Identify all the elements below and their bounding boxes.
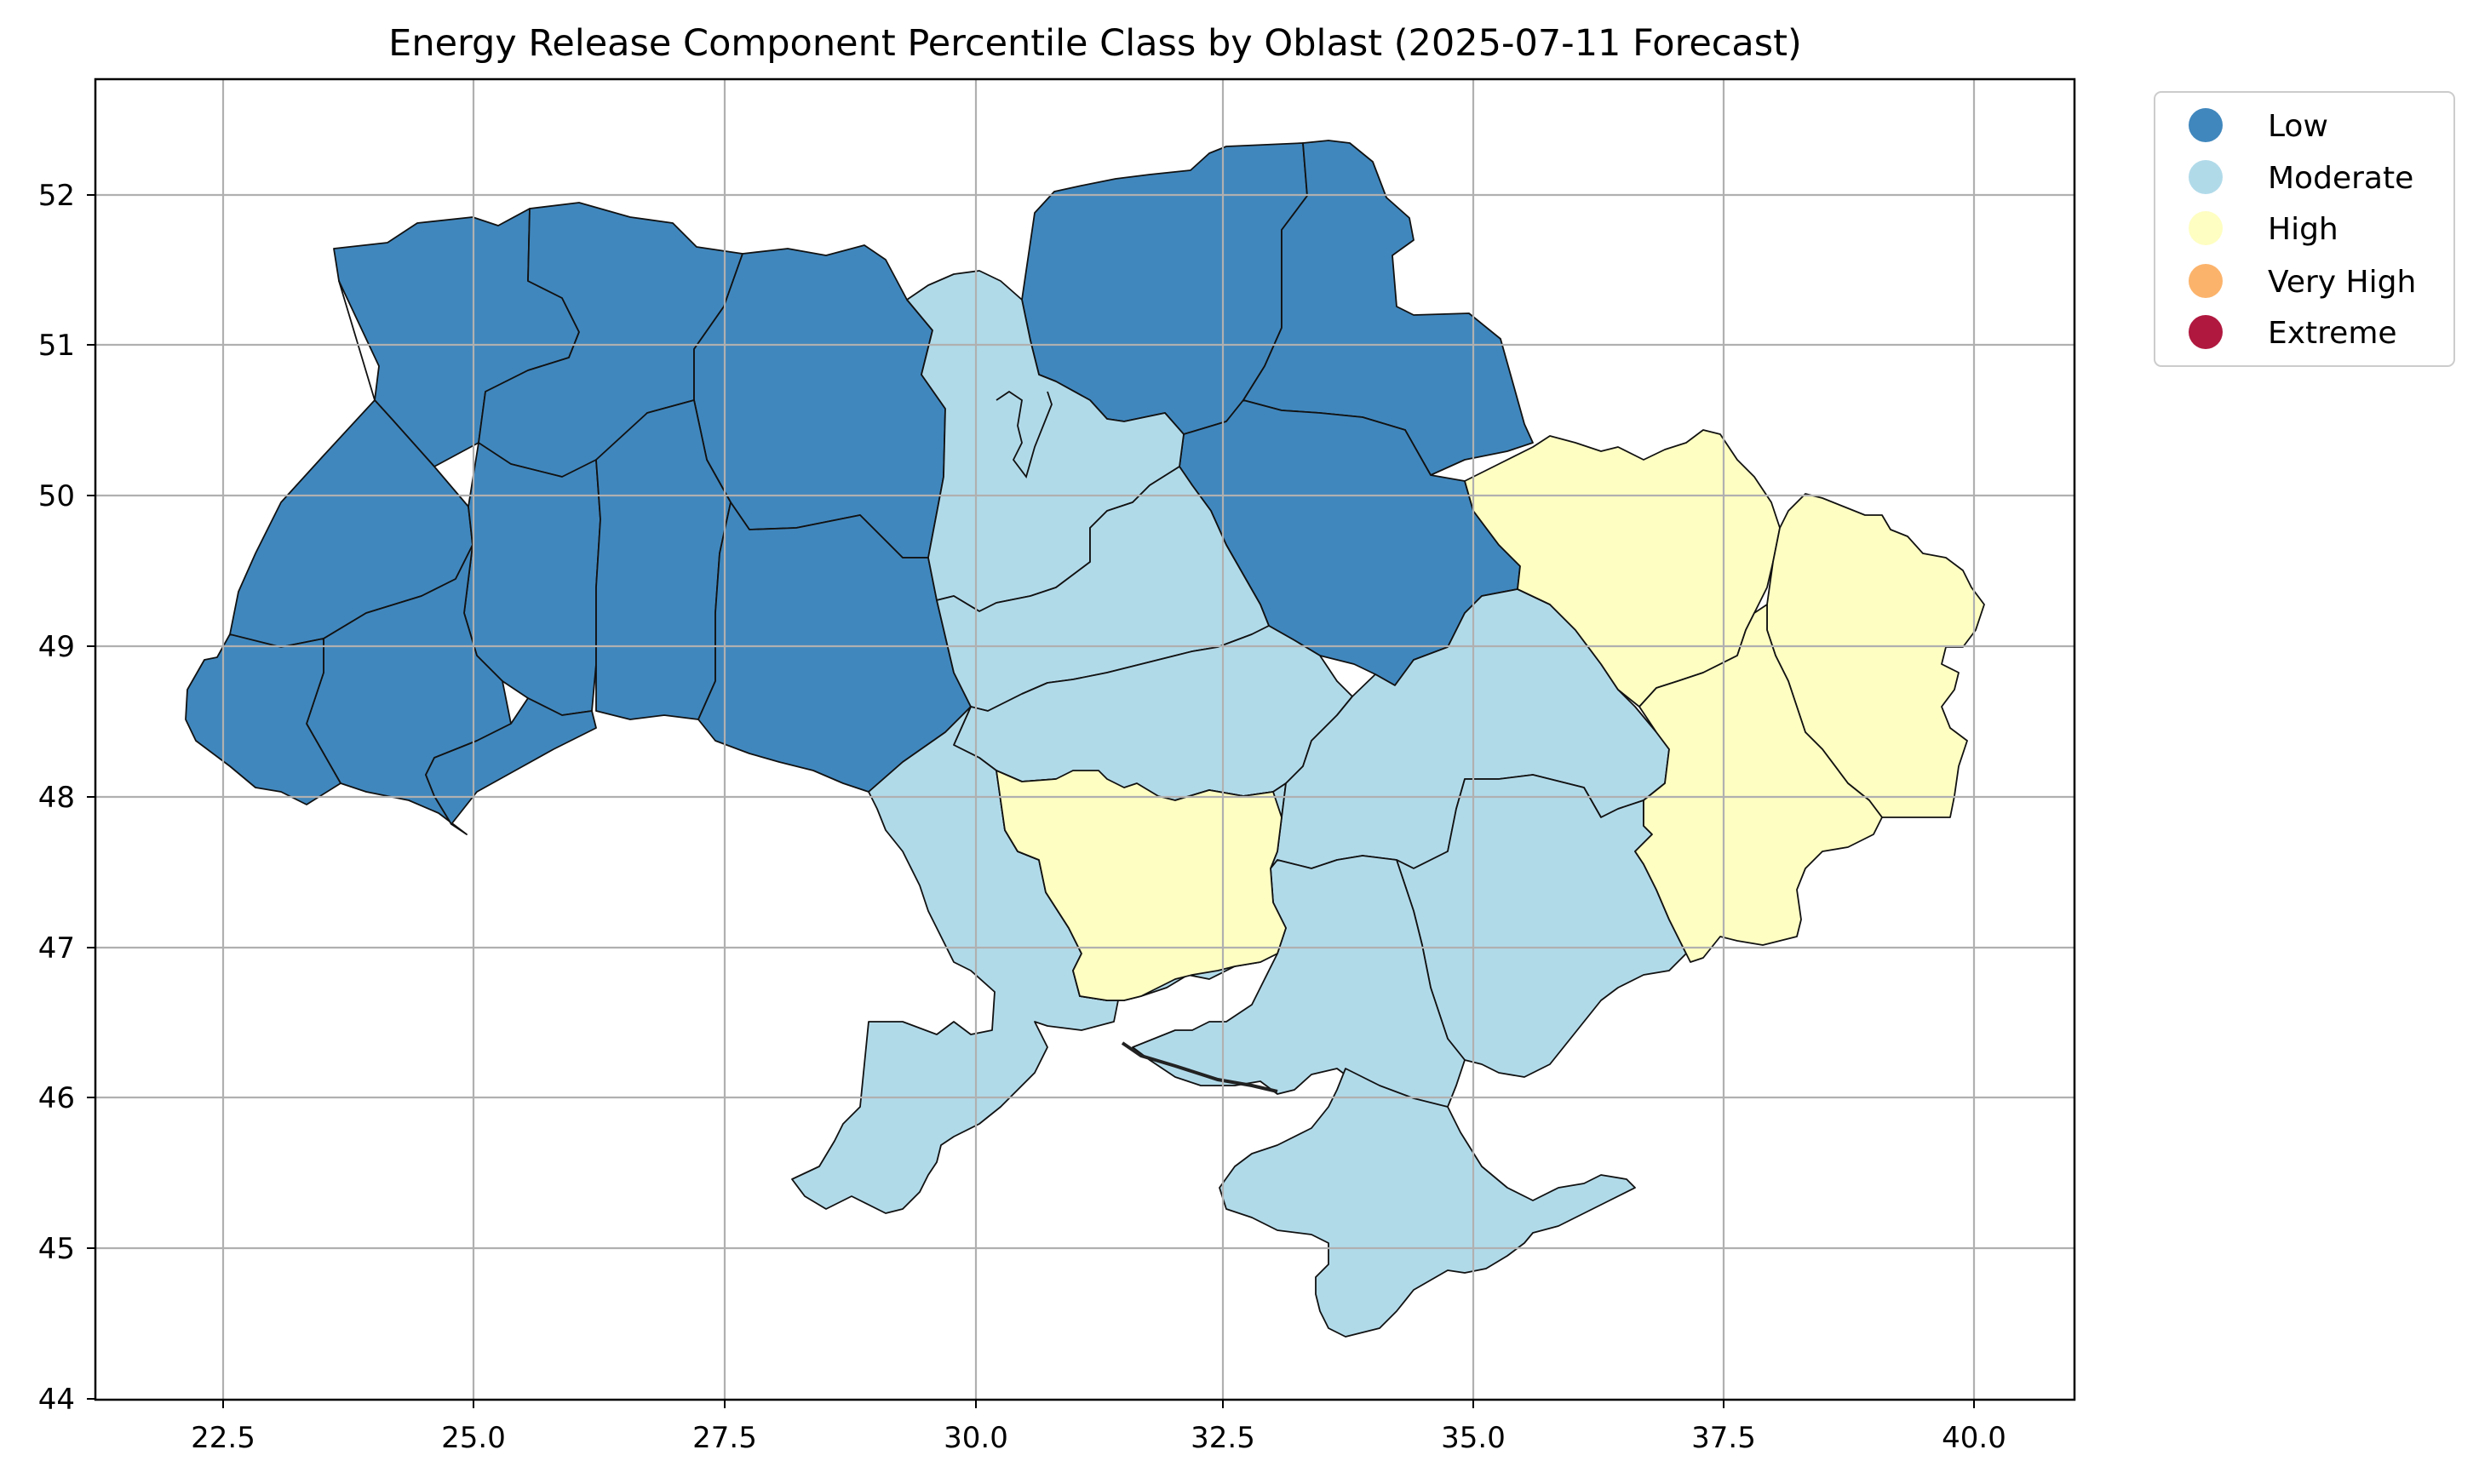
legend-box — [2154, 91, 2455, 367]
x-tick-label: 32.5 — [1191, 1421, 1255, 1455]
region-donetsk — [1634, 604, 1883, 963]
y-axis: 44 45 46 47 48 49 50 51 52 — [38, 179, 95, 1417]
y-tick-label: 49 — [38, 630, 75, 664]
legend-swatch-moderate — [2189, 160, 2223, 194]
x-axis: 22.5 25.0 27.5 30.0 32.5 35.0 37.5 40.0 — [191, 1400, 2006, 1455]
legend-swatch-very-high — [2189, 264, 2223, 298]
regions-moderate — [791, 270, 1687, 1338]
region-zakarpattia — [185, 633, 341, 805]
x-tick-label: 22.5 — [191, 1421, 255, 1455]
region-kherson — [1132, 855, 1466, 1108]
legend-swatch-high — [2189, 211, 2223, 245]
y-tick-label: 52 — [38, 179, 75, 213]
y-tick-label: 45 — [38, 1232, 75, 1266]
y-tick-label: 44 — [38, 1383, 75, 1417]
region-kharkiv — [1464, 429, 1781, 708]
legend-swatch-low — [2189, 108, 2223, 142]
x-tick-label: 40.0 — [1942, 1421, 2006, 1455]
y-tick-label: 50 — [38, 479, 75, 513]
region-mykolaiv — [996, 770, 1287, 1001]
x-tick-label: 35.0 — [1441, 1421, 1506, 1455]
x-tick-label: 25.0 — [441, 1421, 506, 1455]
gridlines-x — [221, 79, 1976, 1400]
gridlines-y — [95, 193, 2074, 1250]
legend-swatch-extreme — [2189, 315, 2223, 349]
legend-label: Very High — [2268, 265, 2416, 300]
y-tick-label: 51 — [38, 329, 75, 363]
legend-item: Very High — [2189, 264, 2416, 300]
legend-label: Moderate — [2268, 161, 2413, 196]
legend-item: Moderate — [2189, 160, 2413, 196]
y-tick-label: 47 — [38, 931, 75, 965]
x-tick-label: 37.5 — [1691, 1421, 1756, 1455]
legend-item: High — [2189, 211, 2338, 247]
legend-label: High — [2268, 212, 2338, 247]
x-tick-label: 30.0 — [944, 1421, 1008, 1455]
region-chernivtsi — [425, 697, 597, 825]
x-tick-label: 27.5 — [692, 1421, 757, 1455]
y-tick-label: 46 — [38, 1081, 75, 1115]
legend-item: Low — [2189, 108, 2328, 144]
legend-item: Extreme — [2189, 315, 2397, 351]
legend-label: Extreme — [2268, 316, 2397, 351]
coastal-spit — [1121, 1041, 1278, 1093]
map-title: Energy Release Component Percentile Clas… — [388, 22, 1802, 65]
plot-frame — [94, 77, 2076, 1401]
inland-lake-detail — [996, 390, 1053, 478]
y-tick-label: 48 — [38, 781, 75, 815]
legend: Low Moderate High Very High Extreme — [2154, 91, 2455, 367]
legend-label: Low — [2268, 109, 2328, 144]
region-sumy — [1242, 140, 1534, 476]
regions-high — [996, 429, 1985, 1001]
plot-area — [94, 77, 2076, 1401]
